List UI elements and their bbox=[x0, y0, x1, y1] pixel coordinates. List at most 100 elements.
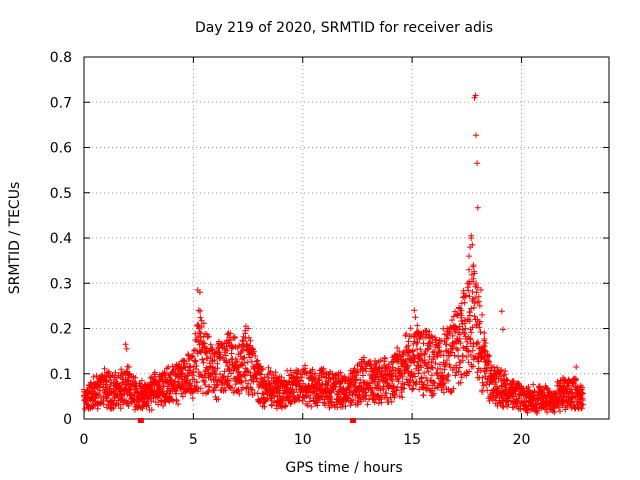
data-point bbox=[225, 373, 232, 380]
axis-marker bbox=[350, 418, 357, 423]
data-point bbox=[101, 365, 108, 372]
data-point bbox=[202, 382, 209, 388]
data-point bbox=[105, 368, 112, 375]
data-point bbox=[222, 387, 229, 394]
data-point bbox=[376, 379, 383, 385]
plot-frame bbox=[83, 56, 610, 420]
data-point bbox=[399, 373, 406, 380]
data-point bbox=[472, 294, 478, 301]
data-point bbox=[245, 334, 252, 341]
y-tick-label: 0.5 bbox=[50, 186, 72, 202]
data-point bbox=[406, 382, 413, 389]
data-point bbox=[200, 377, 207, 384]
data-point bbox=[445, 353, 452, 360]
data-point bbox=[470, 262, 477, 269]
data-point bbox=[536, 383, 543, 390]
data-point bbox=[184, 360, 190, 367]
data-point bbox=[530, 381, 537, 388]
data-point bbox=[544, 409, 551, 416]
data-point bbox=[204, 355, 211, 362]
data-point bbox=[117, 405, 124, 412]
data-point bbox=[474, 204, 481, 211]
data-point bbox=[350, 396, 357, 403]
data-point bbox=[190, 369, 197, 376]
data-point bbox=[122, 341, 129, 348]
data-point bbox=[451, 352, 458, 359]
data-point bbox=[572, 376, 579, 383]
data-point bbox=[267, 368, 274, 375]
data-point bbox=[462, 325, 469, 332]
data-point bbox=[571, 393, 578, 399]
data-point bbox=[264, 374, 270, 381]
data-point bbox=[411, 359, 418, 366]
data-point bbox=[311, 370, 318, 377]
data-point bbox=[195, 325, 202, 332]
data-point bbox=[265, 364, 272, 371]
data-point bbox=[202, 349, 209, 356]
data-point bbox=[139, 405, 146, 412]
data-point bbox=[242, 330, 249, 337]
data-point bbox=[125, 402, 132, 409]
data-point bbox=[423, 328, 430, 334]
data-point bbox=[236, 390, 243, 397]
data-point bbox=[282, 403, 289, 410]
data-point bbox=[459, 326, 466, 333]
data-point bbox=[421, 370, 428, 376]
data-point bbox=[429, 339, 436, 346]
data-point bbox=[234, 345, 241, 352]
data-point bbox=[467, 335, 474, 342]
data-point bbox=[470, 363, 477, 370]
data-point bbox=[479, 374, 486, 381]
data-point bbox=[201, 378, 208, 385]
data-point bbox=[499, 326, 506, 333]
data-point bbox=[465, 348, 472, 355]
data-point bbox=[443, 341, 450, 348]
data-point bbox=[462, 293, 469, 300]
data-point bbox=[103, 381, 110, 388]
data-point bbox=[295, 368, 302, 375]
data-point bbox=[180, 370, 186, 377]
data-point bbox=[457, 340, 464, 347]
data-point bbox=[259, 390, 266, 397]
data-point bbox=[134, 389, 141, 396]
data-point bbox=[358, 398, 365, 405]
data-point bbox=[479, 311, 486, 318]
data-point bbox=[418, 364, 425, 371]
y-tick-label: 0.1 bbox=[50, 367, 72, 383]
data-point bbox=[432, 360, 439, 367]
data-point bbox=[449, 332, 456, 339]
data-point bbox=[238, 387, 245, 393]
data-point bbox=[465, 359, 472, 366]
data-point bbox=[494, 364, 501, 371]
data-point bbox=[375, 400, 382, 407]
data-point bbox=[261, 403, 268, 410]
data-point bbox=[449, 349, 456, 356]
data-point bbox=[430, 378, 437, 385]
data-point bbox=[474, 160, 481, 167]
data-point bbox=[260, 366, 266, 373]
data-point bbox=[237, 361, 244, 368]
data-point bbox=[460, 344, 467, 351]
data-point bbox=[316, 377, 323, 384]
data-point bbox=[579, 390, 586, 397]
data-point bbox=[214, 360, 221, 367]
data-point bbox=[332, 372, 339, 379]
data-point bbox=[256, 370, 263, 377]
data-point bbox=[346, 392, 352, 399]
data-point bbox=[198, 324, 205, 330]
data-point bbox=[473, 289, 480, 296]
data-point bbox=[411, 307, 418, 314]
y-tick-label: 0.6 bbox=[50, 141, 72, 157]
data-point bbox=[238, 379, 245, 386]
data-point bbox=[145, 402, 152, 409]
data-point bbox=[228, 356, 235, 363]
data-point bbox=[381, 355, 388, 362]
data-point bbox=[205, 388, 212, 395]
data-point bbox=[165, 364, 172, 371]
data-point bbox=[440, 380, 447, 387]
data-point bbox=[480, 343, 487, 350]
data-point bbox=[217, 371, 223, 377]
data-point bbox=[209, 346, 216, 353]
data-point bbox=[480, 382, 487, 389]
data-point bbox=[498, 366, 505, 373]
